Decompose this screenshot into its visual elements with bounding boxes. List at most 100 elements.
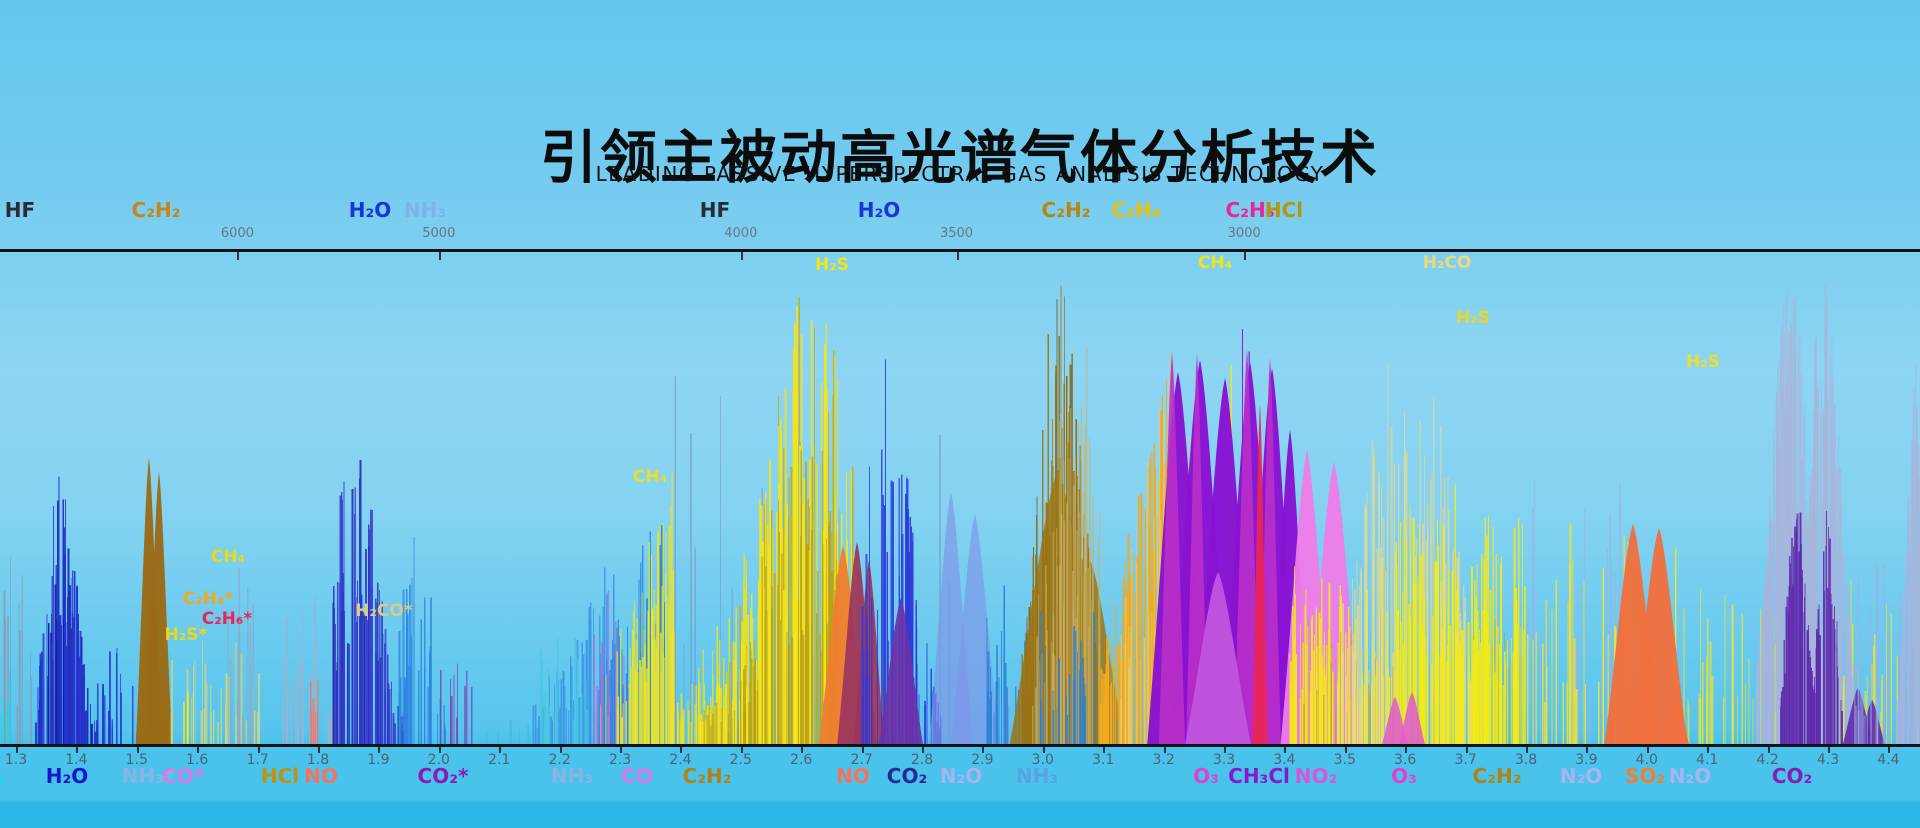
wavelength-tick-label: 4.1 — [1696, 752, 1719, 768]
peak-gas-label: H₂S — [1456, 308, 1490, 328]
top-gas-label: C₂H₄ — [1111, 198, 1161, 222]
wavelength-tick-label: 2.9 — [971, 752, 994, 768]
wavelength-tick-label: 2.6 — [790, 752, 813, 768]
bottom-gas-label: N₂O — [939, 764, 983, 788]
top-gas-label: H₂O — [348, 198, 392, 222]
bottom-gas-label: C₂H₂ — [682, 764, 732, 788]
wavenumber-tick-mark — [1244, 252, 1247, 260]
bottom-gas-label: CO₂ — [1771, 764, 1813, 788]
peak-gas-label: H₂S — [1686, 352, 1720, 372]
peak-gas-label: H₂CO — [1422, 253, 1472, 273]
band-steel-1p78 — [282, 596, 333, 745]
band-ch4-1p52-brown-solid — [135, 458, 173, 745]
band-nh3-2p2-cyan — [540, 638, 598, 745]
bottom-gas-label: NO — [836, 764, 870, 788]
wavelength-tick-label: 2.3 — [608, 752, 632, 768]
wavelength-tick-label: 2.5 — [729, 752, 752, 768]
wavenumber-tick-label: 6000 — [220, 226, 254, 241]
band-teal-2p0 — [486, 720, 532, 745]
wavelength-tick-mark — [861, 747, 864, 753]
wavelength-tick-mark — [438, 747, 441, 753]
wavelength-tick-label: 2.1 — [488, 752, 511, 768]
wavelength-tick-mark — [257, 747, 260, 753]
top-gas-label: C₂H₂ — [1041, 198, 1091, 222]
top-gas-label: H₂O — [857, 198, 901, 222]
bottom-gas-label: CO — [621, 764, 653, 788]
peak-gas-label: H₂S* — [164, 625, 208, 645]
peak-gas-label: C₂H₄* — [182, 589, 234, 609]
top-gas-label: HF — [4, 198, 36, 222]
band-magenta-3p55-small — [1381, 692, 1426, 745]
bottom-gas-label: NO₂ — [1294, 764, 1338, 788]
bottom-gas-label: CO* — [161, 764, 205, 788]
band-yellow-2p45-left — [677, 553, 747, 745]
band-yellow-1p6-spike — [183, 687, 190, 745]
band-purple-1p95 — [440, 663, 473, 745]
wavelength-tick-label: 3.4 — [1273, 752, 1296, 768]
wavelength-tick-label: 2.7 — [850, 752, 873, 768]
band-orchid-2p3-strands — [593, 590, 625, 745]
wavelength-tick-mark — [620, 747, 622, 753]
top-axis-line — [0, 249, 1920, 252]
wavelength-tick-label: 3.9 — [1575, 752, 1598, 768]
wavelength-tick-mark — [1405, 747, 1408, 753]
wavelength-tick-label: 1.9 — [367, 752, 390, 768]
wavelength-tick-mark — [378, 747, 381, 753]
wavelength-tick-mark — [197, 747, 200, 753]
wavelength-tick-label: 3.8 — [1514, 752, 1538, 768]
top-gas-label: HCl — [1264, 198, 1304, 222]
wavelength-tick-mark — [559, 747, 562, 753]
wavelength-tick-mark — [1042, 747, 1045, 753]
wavelength-tick-mark — [1465, 747, 1468, 753]
band-periwinkle-4p35 — [1854, 565, 1915, 745]
wavelength-tick-mark — [1163, 747, 1166, 753]
wavelength-tick-label: 1.3 — [4, 752, 28, 768]
peak-gas-label: C₂H₆* — [201, 609, 253, 629]
wavelength-tick-label: 3.3 — [1212, 752, 1236, 768]
wavelength-tick-mark — [1828, 747, 1830, 753]
wavelength-tick-mark — [1103, 747, 1106, 753]
band-dodger-3p05-low — [1039, 611, 1119, 745]
wavelength-tick-label: 2.2 — [548, 752, 571, 768]
wavelength-tick-mark — [76, 747, 79, 753]
wavelength-tick-mark — [318, 747, 320, 753]
wavelength-tick-mark — [1586, 747, 1589, 753]
band-no-1p8-salmon — [309, 679, 319, 745]
band-cyan-left-edge — [0, 676, 11, 745]
top-gas-label: NH₃ — [403, 198, 447, 222]
peak-gas-label: CH₄ — [210, 547, 246, 567]
wavenumber-tick-label: 4000 — [724, 226, 758, 241]
page-title: 引领主被动高光谱气体分析技术 — [540, 125, 1380, 192]
wavelength-tick-mark — [1707, 747, 1710, 753]
bottom-gas-label: CO₂ — [886, 764, 928, 788]
wavelength-tick-mark — [680, 747, 683, 753]
top-gas-label: HF — [699, 198, 731, 222]
peak-gas-label: H₂S — [815, 255, 849, 275]
wavenumber-tick-label: 5000 — [422, 226, 456, 241]
band-gray-1p67 — [227, 568, 255, 745]
wavelength-tick-mark — [136, 747, 139, 753]
bottom-gas-label: N₂O — [1559, 764, 1603, 788]
wavelength-tick-label: 3.6 — [1394, 752, 1417, 768]
wavelength-tick-label: 3.1 — [1092, 752, 1115, 768]
wavelength-tick-label: 4.2 — [1756, 752, 1779, 768]
wavenumber-tick-mark — [956, 252, 959, 260]
bottom-gas-label: NH₃ — [1015, 764, 1059, 788]
wavelength-tick-mark — [16, 747, 18, 753]
wavelength-tick-label: 3.7 — [1454, 752, 1477, 768]
bottom-gas-label: HCl — [260, 764, 300, 788]
peak-gas-label: CH₄ — [1197, 253, 1233, 273]
wavenumber-tick-mark — [438, 252, 441, 260]
band-yellow-3p75 — [1395, 484, 1526, 745]
band-crimson-streak-3p26 — [1252, 404, 1268, 745]
wavelength-tick-mark — [1767, 747, 1770, 753]
wavenumber-tick-mark — [740, 252, 743, 260]
wavelength-tick-mark — [801, 747, 804, 753]
bottom-gas-label: SO₂ — [1624, 764, 1666, 788]
wavelength-tick-mark — [1646, 747, 1649, 753]
wavelength-tick-label: 2.4 — [669, 752, 692, 768]
band-h2o-1p4-tail — [97, 648, 134, 745]
bottom-gas-label: N₂O — [1668, 764, 1712, 788]
